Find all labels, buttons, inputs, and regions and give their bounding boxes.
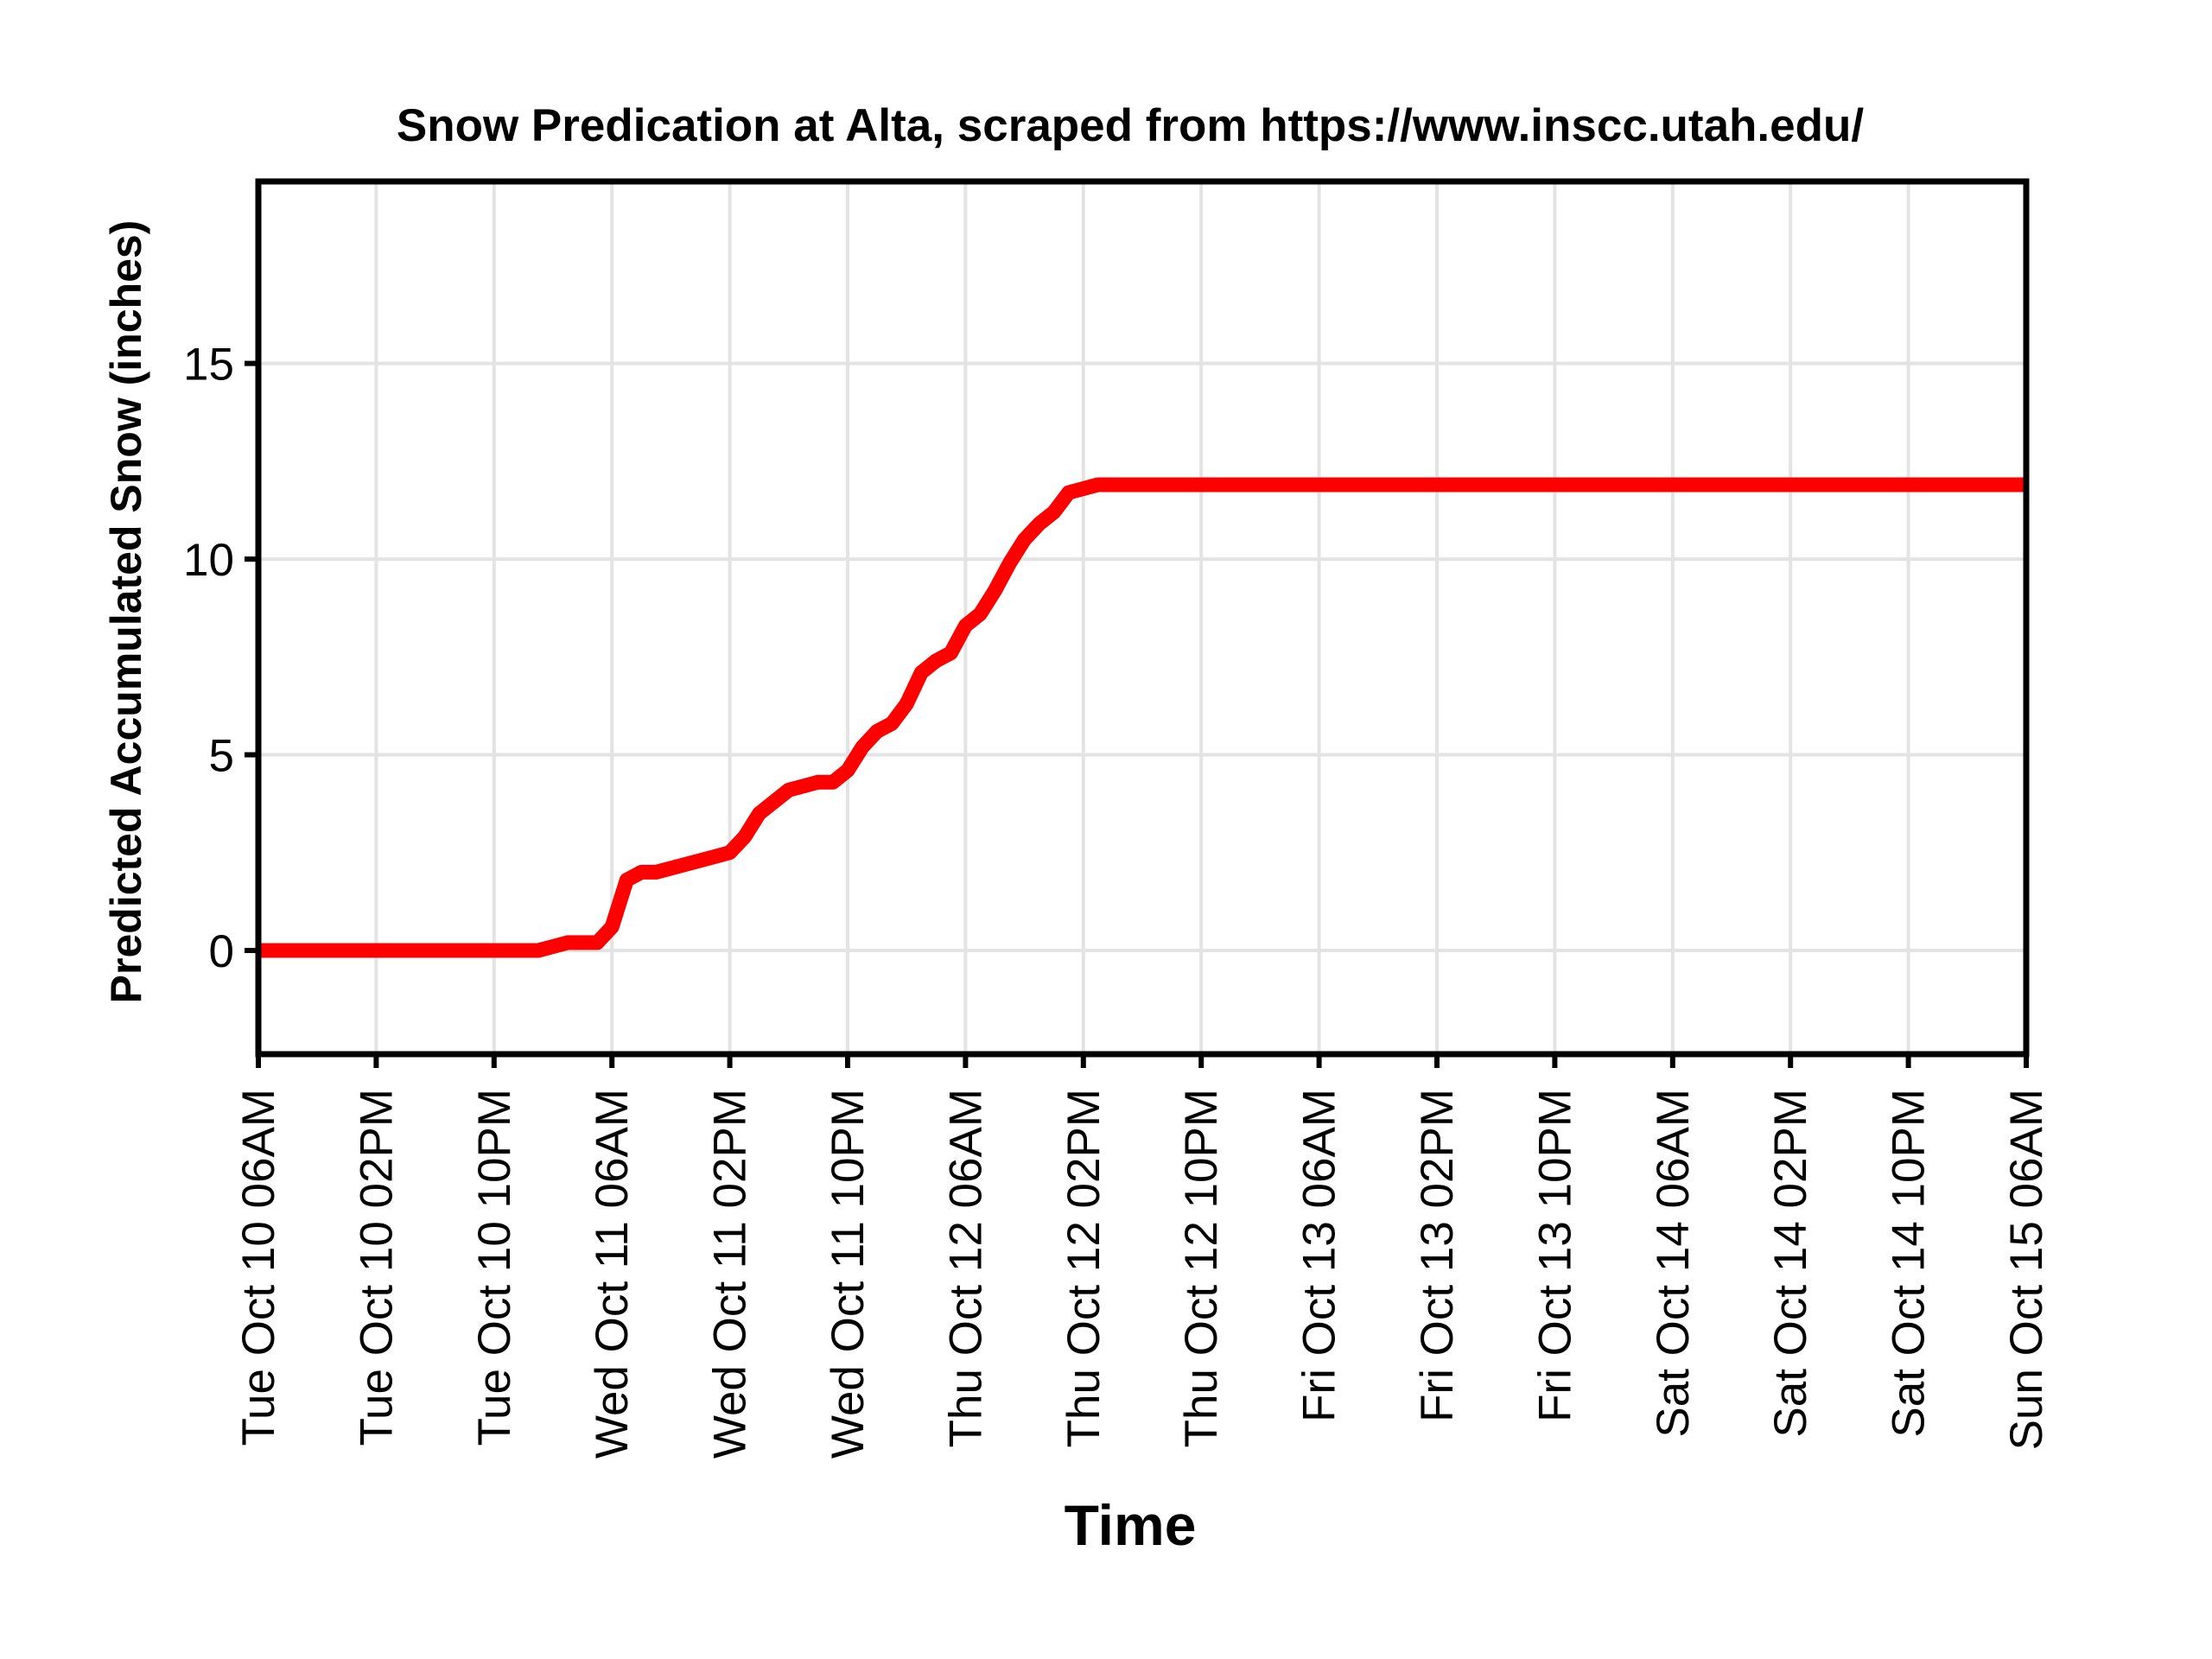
y-gridlines (258, 361, 2026, 952)
x-tick-label: Sat Oct 14 06AM (1648, 1089, 1699, 1438)
x-tick-label: Fri Oct 13 06AM (1294, 1089, 1345, 1422)
x-axis-ticks: Tue Oct 10 06AM Tue Oct 10 02PM Tue Oct 10… (233, 1054, 2052, 1459)
x-tick-label: Tue Oct 10 06AM (233, 1089, 284, 1446)
y-tick-label: 10 (183, 535, 234, 586)
y-tick-label: 5 (209, 731, 234, 782)
x-axis-title: Time (1065, 1493, 1197, 1557)
x-tick-label: Fri Oct 13 02PM (1412, 1089, 1463, 1422)
y-axis-ticks: 0 5 10 15 (183, 340, 258, 977)
x-tick-label: Wed Oct 11 10PM (823, 1089, 874, 1459)
snow-accumulation-line (258, 477, 2026, 958)
y-axis-title: Predicted Accumulated Snow (inches) (102, 220, 150, 1004)
x-tick-label: Wed Oct 11 06AM (587, 1089, 638, 1459)
chart-title: Snow Predication at Alta, scraped from h… (397, 100, 1865, 151)
x-gridlines (257, 181, 2028, 1054)
x-tick-label: Sat Oct 14 02PM (1765, 1089, 1816, 1438)
x-tick-label: Sat Oct 14 10PM (1884, 1089, 1935, 1438)
plot-frame (255, 178, 2030, 1058)
y-tick-label: 15 (183, 340, 234, 391)
x-tick-label: Tue Oct 10 02PM (351, 1089, 402, 1446)
x-tick-label: Tue Oct 10 10PM (469, 1089, 520, 1446)
x-tick-label: Thu Oct 12 02PM (1058, 1089, 1109, 1447)
y-tick-label: 0 (209, 926, 234, 977)
x-tick-label: Wed Oct 11 02PM (705, 1089, 756, 1459)
x-tick-label: Thu Oct 12 10PM (1176, 1089, 1227, 1447)
x-tick-label: Fri Oct 13 10PM (1529, 1089, 1580, 1422)
x-tick-label: Sun Oct 15 06AM (2001, 1089, 2052, 1450)
series-layer (258, 477, 2026, 958)
x-tick-label: Thu Oct 12 06AM (940, 1089, 991, 1447)
